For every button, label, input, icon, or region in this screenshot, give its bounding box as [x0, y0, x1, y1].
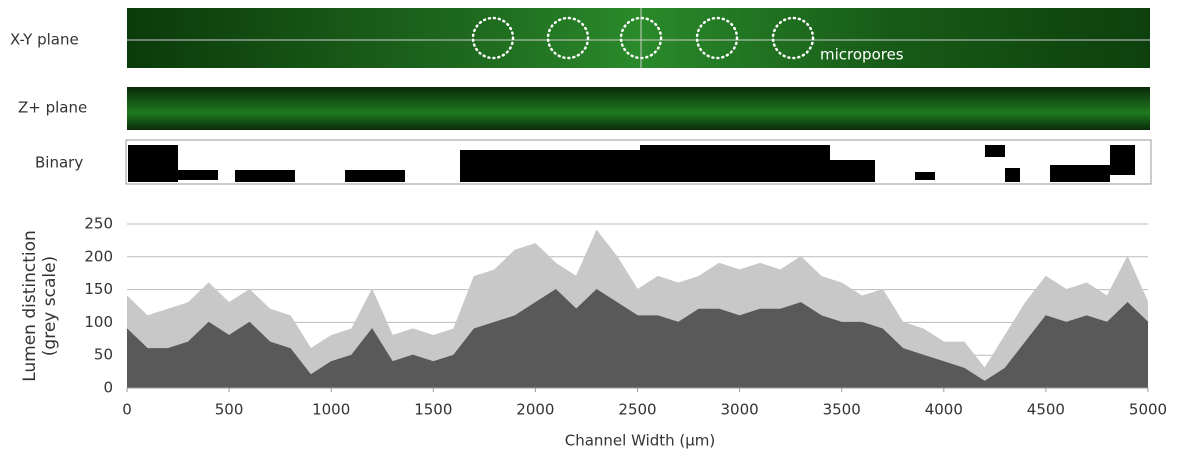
area-fill — [127, 289, 1148, 388]
binary-blobs — [128, 145, 1135, 182]
panel-label: X-Y plane — [10, 31, 79, 49]
annotation: micropores — [820, 46, 904, 64]
x-tick-label: 4500 — [1027, 401, 1065, 419]
area-line — [126, 229, 1149, 370]
x-tick-label: 4000 — [925, 401, 963, 419]
panel-label: Binary — [35, 154, 83, 172]
x-tick-label: 3500 — [823, 401, 861, 419]
area-line — [126, 288, 1149, 383]
y-axis-label: (grey scale) — [40, 256, 60, 356]
x-tick-label: 5000 — [1129, 401, 1167, 419]
y-tick-label: 150 — [84, 280, 113, 298]
y-tick-label: 0 — [103, 379, 113, 397]
z-image — [127, 87, 1150, 130]
y-axis-label: Lumen distinction — [20, 230, 40, 382]
x-tick-label: 1000 — [312, 401, 350, 419]
x-tick-label: 500 — [215, 401, 244, 419]
y-tick-label: 100 — [84, 313, 113, 331]
panel-label: Z+ plane — [18, 99, 87, 117]
x-tick-label: 2000 — [516, 401, 554, 419]
x-axis-label: Channel Width (μm) — [565, 432, 716, 450]
pore-markers — [471, 16, 815, 60]
y-tick-label: 250 — [84, 215, 113, 233]
x-tick-label: 2500 — [618, 401, 656, 419]
x-tick-label: 0 — [122, 401, 132, 419]
y-tick-label: 50 — [94, 346, 113, 364]
x-tick-label: 1500 — [414, 401, 452, 419]
x-tick-label: 3000 — [721, 401, 759, 419]
y-tick-label: 200 — [84, 247, 113, 265]
